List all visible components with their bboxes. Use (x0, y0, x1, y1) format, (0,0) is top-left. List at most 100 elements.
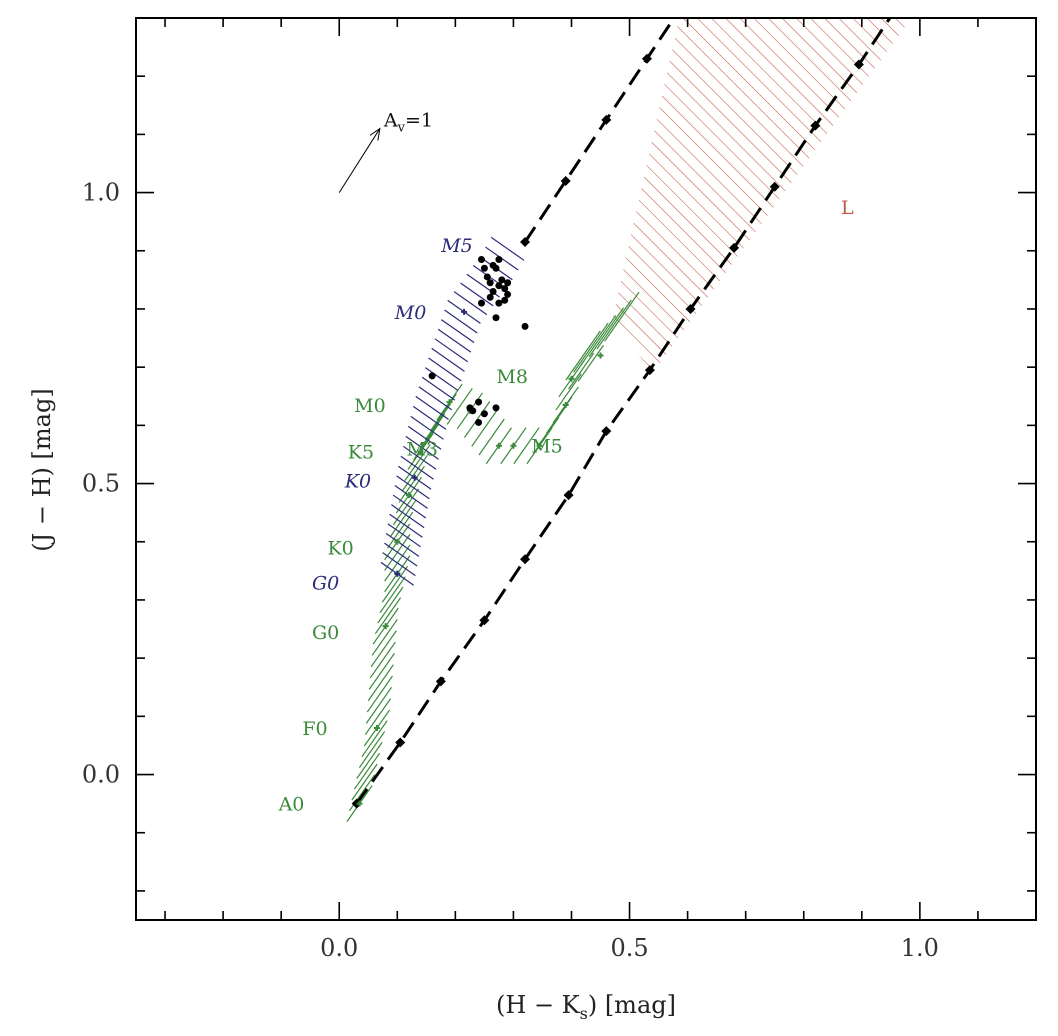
dwarf-sequence-point (405, 492, 412, 499)
dwarf-spectral-label: M3 (406, 439, 438, 461)
hatch-stroke (410, 415, 444, 440)
hatch-stroke (391, 504, 425, 529)
observed-point (477, 299, 485, 307)
band-marker (560, 175, 571, 186)
hatch-stroke (392, 494, 427, 519)
x-tick-label: 1.0 (901, 934, 939, 962)
band-marker (810, 120, 821, 131)
giant-spectral-label: M0 (394, 302, 427, 324)
l-dwarf-label: L (841, 197, 854, 219)
hatch-stroke (407, 425, 442, 450)
hatch-stroke (396, 475, 430, 500)
hatch-stroke (374, 597, 402, 635)
hatch-stroke (351, 763, 378, 801)
axis-ticks (136, 18, 1036, 920)
hatch-stroke (358, 731, 386, 768)
hatch-stroke (405, 435, 439, 460)
hatch-stroke (604, 291, 640, 342)
y-tick-labels: 0.0 0.5 1.0 (82, 179, 120, 789)
hatch-stroke (580, 315, 617, 365)
hatch-stroke (444, 309, 478, 334)
band-marker (853, 59, 864, 70)
observed-point (489, 288, 497, 296)
hatch-stroke (430, 393, 457, 431)
hatch-stroke (437, 328, 472, 353)
hatch-stroke (453, 291, 488, 316)
band-marker (685, 303, 696, 314)
hatch-stroke (460, 282, 494, 307)
hatch-stroke (446, 388, 473, 425)
x-tick-label: 0.5 (610, 934, 648, 962)
hatch-stroke (434, 338, 469, 363)
giant-spectral-label: G0 (312, 572, 339, 594)
hatch-stroke (490, 236, 525, 261)
y-tick-label: 1.0 (82, 179, 120, 207)
observed-point (492, 404, 500, 412)
hatch-stroke (385, 532, 420, 557)
observed-point (521, 322, 529, 330)
giant-sequence-point (411, 474, 418, 481)
hatch-stroke (565, 330, 601, 381)
hatch-stroke (568, 352, 595, 390)
x-tick-label: 0.0 (320, 934, 358, 962)
hatch-stroke (389, 500, 417, 537)
y-tick-label: 0.0 (82, 761, 120, 789)
hatch-stroke (370, 630, 397, 668)
dwarf-sequence-point (446, 399, 453, 406)
dwarf-late-m-band (565, 291, 640, 381)
observed-point (501, 296, 509, 304)
band-marker (601, 426, 612, 437)
observed-point (504, 290, 512, 298)
hatch-stroke (412, 405, 447, 430)
band-marker (520, 554, 531, 565)
dwarf-spectral-label: K5 (348, 442, 374, 464)
observed-point (469, 407, 477, 415)
band-marker (769, 181, 780, 192)
observed-point (495, 282, 503, 290)
hatch-stroke (415, 395, 449, 420)
dwarf-spectral-label: M5 (531, 436, 563, 458)
observed-point (477, 256, 485, 264)
reddening-label: Av=1 (383, 110, 433, 136)
hatch-stroke (596, 299, 632, 350)
sequence-labels: A0 F0 G0 K0 K5 M0 M3 M5 M8 G0 K0 M0 M5 L (278, 197, 854, 815)
y-tick-label: 0.5 (82, 470, 120, 498)
observed-point (475, 418, 483, 426)
dwarf-sequence-point (382, 623, 389, 630)
dwarf-sequence-point (495, 442, 502, 449)
observed-point (428, 372, 436, 380)
hatch-stroke (440, 319, 475, 344)
plot-area (346, 18, 912, 822)
hatch-stroke (401, 454, 428, 492)
hatch-stroke (400, 455, 434, 480)
band-marker (644, 365, 655, 376)
hatch-stroke (577, 344, 604, 382)
hatch-stroke (384, 542, 418, 567)
dwarf-sequence-point (597, 352, 604, 359)
observed-point (492, 314, 500, 322)
observed-point (498, 276, 506, 284)
band-marker (395, 737, 406, 748)
reddening-arrow (338, 128, 381, 193)
hatch-stroke (513, 427, 540, 465)
band-marker (601, 114, 612, 125)
hatch-stroke (365, 686, 393, 724)
giant-sequence-point (461, 308, 468, 315)
x-tick-labels: 0.0 0.5 1.0 (320, 934, 939, 962)
band-marker (641, 53, 652, 64)
dwarf-sequence-point (394, 538, 401, 545)
hatch-stroke (382, 552, 416, 577)
hatch-stroke (387, 511, 414, 549)
hatch-stroke (381, 565, 409, 603)
x-axis-title: (H − Ks) [mag] (496, 991, 676, 1023)
plot-frame (135, 17, 1037, 921)
observed-point (504, 279, 512, 287)
hatch-stroke (367, 664, 394, 702)
hatch-stroke (348, 774, 376, 812)
y-axis-title: (J − H) [mag] (28, 388, 56, 551)
observed-point (495, 256, 503, 264)
dwarf-spectral-label: K0 (327, 538, 353, 560)
hatch-stroke (402, 445, 437, 470)
observed-point (483, 273, 491, 281)
